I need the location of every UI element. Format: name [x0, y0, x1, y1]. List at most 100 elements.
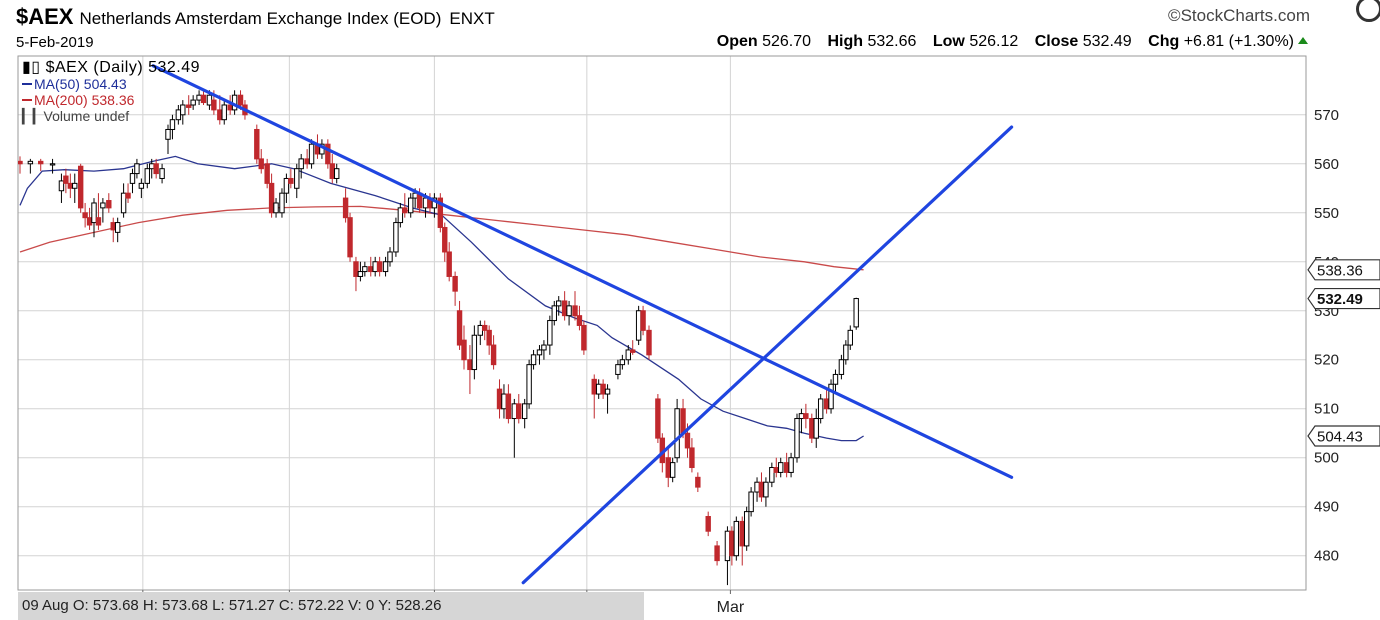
candle — [748, 487, 754, 517]
candle-body — [695, 476, 701, 488]
candle-body — [646, 329, 652, 356]
candle — [733, 516, 740, 561]
candle-body — [566, 305, 572, 317]
candle — [501, 384, 507, 419]
candle — [490, 335, 497, 370]
candle — [129, 168, 136, 194]
candle — [27, 158, 34, 174]
candle-body — [551, 305, 557, 322]
candle-body — [27, 160, 34, 165]
candle-body — [268, 182, 275, 214]
candle-body — [803, 413, 809, 420]
candle — [615, 359, 621, 380]
candle-body — [754, 481, 760, 493]
candle-body — [714, 545, 720, 562]
candle — [382, 256, 389, 277]
candle-body — [342, 197, 349, 219]
candle-body — [847, 329, 853, 346]
y-tick-label: 500 — [1314, 450, 1339, 467]
candle — [329, 153, 335, 184]
ma200-line — [19, 205, 864, 271]
price-tag: 532.49 — [1307, 287, 1380, 310]
candle — [368, 256, 374, 277]
candle-body — [129, 173, 136, 184]
candle-body — [180, 104, 186, 116]
high-label: High — [827, 33, 864, 50]
candle — [110, 217, 116, 243]
candle — [838, 354, 845, 380]
candle-body — [832, 373, 839, 385]
brand-watermark[interactable]: ©StockCharts.com — [1168, 6, 1310, 25]
price-tag: 504.43 — [1307, 425, 1380, 447]
trendline — [521, 125, 1014, 585]
candle — [144, 163, 150, 189]
candle — [461, 325, 467, 370]
candle-body — [442, 226, 448, 253]
candle-body — [600, 383, 606, 395]
candle-body — [572, 305, 578, 317]
candle — [847, 325, 853, 350]
candle — [402, 193, 408, 218]
candle-body — [186, 104, 192, 108]
candle — [619, 354, 626, 370]
candle-body — [595, 383, 602, 395]
candle-body — [471, 334, 478, 371]
candle — [482, 320, 488, 341]
candle — [769, 462, 775, 488]
candle-body — [733, 520, 740, 557]
candle — [556, 296, 562, 316]
candle — [134, 158, 140, 179]
candle-body — [452, 275, 458, 292]
candle-body — [325, 143, 331, 165]
candle-body — [625, 349, 631, 361]
candle-body — [91, 202, 97, 224]
candle-body — [526, 364, 532, 405]
candle-body — [294, 168, 300, 189]
chart-title: $AEX Netherlands Amsterdam Exchange Index… — [16, 2, 495, 32]
candle-body — [298, 158, 304, 170]
candle — [200, 90, 207, 105]
chart-legend: ▮▯ $AEX (Daily) 532.49 MA(50) 504.43 MA(… — [22, 60, 200, 124]
candle — [221, 100, 227, 125]
candle-body — [304, 158, 310, 165]
candle — [496, 379, 503, 419]
candle-body — [63, 175, 69, 184]
candle-body — [357, 271, 364, 277]
candle-body — [217, 109, 223, 121]
candle-body — [368, 266, 374, 273]
candle — [114, 217, 121, 243]
candle — [58, 173, 65, 203]
candle-body — [536, 349, 543, 356]
candle — [843, 340, 849, 365]
candle-body — [496, 388, 503, 410]
legend-main-label: $AEX (Daily) 532.49 — [45, 59, 201, 76]
candle-body — [490, 344, 497, 366]
candle-body — [655, 398, 661, 439]
candle-body — [561, 300, 568, 317]
candle — [541, 340, 547, 360]
candle — [516, 394, 522, 424]
candle — [788, 452, 794, 478]
candle — [452, 271, 458, 306]
candle-body — [190, 99, 196, 106]
candle-body — [813, 418, 819, 439]
candle-body — [467, 359, 473, 371]
candle — [63, 168, 69, 194]
volume-bars-icon: ▎▎ — [22, 108, 44, 124]
candle-body — [604, 388, 611, 395]
candle-body — [77, 165, 84, 209]
low-value: 526.12 — [969, 33, 1019, 50]
candle-body — [809, 418, 815, 439]
price-tag-box — [1307, 287, 1380, 310]
candle — [511, 398, 518, 458]
candle-body — [110, 222, 116, 231]
candle — [669, 457, 676, 483]
candle — [38, 158, 44, 172]
candle — [91, 198, 97, 238]
price-tag: 538.36 — [1307, 259, 1380, 281]
candle-body — [729, 530, 735, 557]
candle — [254, 124, 260, 164]
candle — [273, 198, 279, 218]
candle — [357, 261, 364, 282]
